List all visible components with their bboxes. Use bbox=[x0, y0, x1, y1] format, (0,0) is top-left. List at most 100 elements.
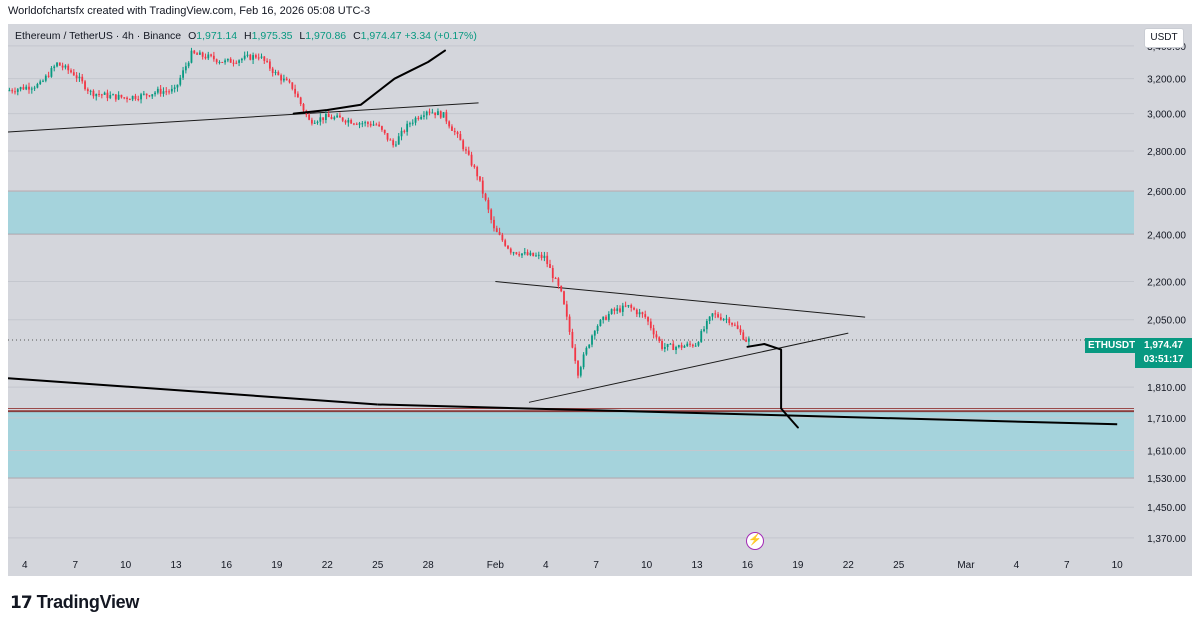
time-tick-label: 25 bbox=[893, 560, 905, 571]
candle-body bbox=[386, 133, 389, 140]
candle-body bbox=[100, 94, 103, 96]
candle bbox=[616, 304, 619, 314]
ticker-label: ETHUSDT bbox=[1085, 338, 1139, 353]
price-tick-label: 1,610.00 bbox=[1147, 447, 1186, 458]
candle-body bbox=[630, 305, 633, 308]
candle bbox=[198, 50, 201, 55]
candle-body bbox=[170, 88, 173, 92]
candle-body bbox=[633, 307, 635, 310]
candle-body bbox=[442, 112, 445, 118]
candle bbox=[456, 130, 459, 138]
candle bbox=[599, 319, 602, 327]
candle-body bbox=[322, 117, 325, 120]
candle-body bbox=[560, 285, 563, 292]
candle bbox=[621, 302, 624, 317]
price-chart-svg[interactable]: 3,400.003,200.003,000.002,800.002,600.00… bbox=[8, 24, 1192, 576]
candle bbox=[414, 116, 417, 126]
candle-body bbox=[403, 130, 406, 132]
candle bbox=[344, 119, 347, 125]
candle-body bbox=[675, 347, 677, 350]
candle-body bbox=[347, 120, 350, 123]
candle-body bbox=[644, 314, 647, 318]
candle bbox=[680, 342, 683, 351]
candle-body bbox=[467, 150, 470, 155]
candle-body bbox=[728, 318, 731, 323]
candle bbox=[11, 88, 14, 94]
candle-body bbox=[263, 56, 266, 61]
candle bbox=[613, 307, 616, 315]
candle-body bbox=[574, 347, 577, 361]
candle-body bbox=[86, 89, 89, 92]
candle bbox=[476, 165, 479, 181]
candle bbox=[428, 108, 431, 116]
open-value: 1,971.14 bbox=[196, 30, 238, 42]
candle-body bbox=[448, 121, 451, 127]
candle-body bbox=[294, 88, 297, 94]
candle-body bbox=[546, 255, 549, 265]
candle-body bbox=[316, 121, 319, 123]
candle bbox=[134, 93, 137, 101]
candle bbox=[109, 91, 112, 100]
time-tick-label: 10 bbox=[1112, 560, 1124, 571]
candle-body bbox=[437, 111, 439, 116]
candle bbox=[490, 208, 493, 224]
candle-body bbox=[742, 332, 745, 340]
candle bbox=[700, 329, 703, 343]
candle-body bbox=[473, 165, 476, 168]
support-resistance-zone bbox=[8, 191, 1134, 235]
time-tick-label: Mar bbox=[957, 560, 975, 571]
candle bbox=[120, 94, 123, 99]
candle bbox=[193, 49, 196, 55]
candle bbox=[372, 120, 375, 126]
time-tick-label: 7 bbox=[1064, 560, 1070, 571]
candle bbox=[154, 90, 156, 97]
candle bbox=[745, 336, 747, 343]
candle bbox=[339, 112, 341, 118]
candle-body bbox=[98, 93, 100, 95]
candle bbox=[728, 316, 731, 326]
chart-area[interactable]: 3,400.003,200.003,000.002,800.002,600.00… bbox=[8, 24, 1192, 576]
candle bbox=[481, 176, 484, 198]
candle-body bbox=[224, 60, 226, 63]
logo-mark: 17 bbox=[10, 592, 33, 613]
candle bbox=[302, 102, 305, 113]
candle bbox=[140, 92, 142, 104]
candle-body bbox=[145, 93, 148, 96]
candle-body bbox=[61, 65, 64, 68]
candle bbox=[50, 66, 53, 78]
candle bbox=[635, 308, 638, 318]
candle bbox=[72, 69, 75, 76]
lightning-icon[interactable]: ⚡ bbox=[746, 532, 764, 550]
symbol-legend[interactable]: Ethereum / TetherUS · 4h · Binance O1,97… bbox=[15, 30, 477, 42]
candle bbox=[411, 119, 414, 126]
candle bbox=[81, 73, 84, 84]
candle-body bbox=[476, 167, 479, 177]
candle-body bbox=[30, 88, 33, 90]
support-resistance-zone bbox=[8, 411, 1134, 479]
candle bbox=[605, 314, 607, 321]
candle-body bbox=[417, 117, 420, 119]
candle bbox=[397, 132, 400, 145]
candle-body bbox=[81, 76, 84, 82]
time-tick-label: 10 bbox=[641, 560, 653, 571]
candle-body bbox=[210, 54, 212, 56]
candle-body bbox=[610, 309, 613, 314]
candle-body bbox=[92, 90, 95, 97]
candle-body bbox=[291, 82, 294, 89]
candle-body bbox=[591, 335, 593, 345]
time-tick-label: 22 bbox=[322, 560, 334, 571]
candle bbox=[212, 51, 215, 62]
candle-body bbox=[350, 120, 353, 124]
candle bbox=[123, 97, 126, 100]
candle bbox=[546, 252, 549, 268]
candle bbox=[14, 87, 16, 95]
currency-button[interactable]: USDT bbox=[1144, 28, 1184, 48]
symbol-name: Ethereum / TetherUS · 4h · Binance bbox=[15, 30, 182, 42]
time-tick-label: 22 bbox=[843, 560, 855, 571]
candle-body bbox=[341, 117, 344, 121]
candle bbox=[493, 216, 495, 232]
candle-body bbox=[126, 97, 128, 100]
candle bbox=[187, 61, 190, 69]
candle-body bbox=[439, 111, 442, 118]
candle-body bbox=[64, 65, 67, 68]
